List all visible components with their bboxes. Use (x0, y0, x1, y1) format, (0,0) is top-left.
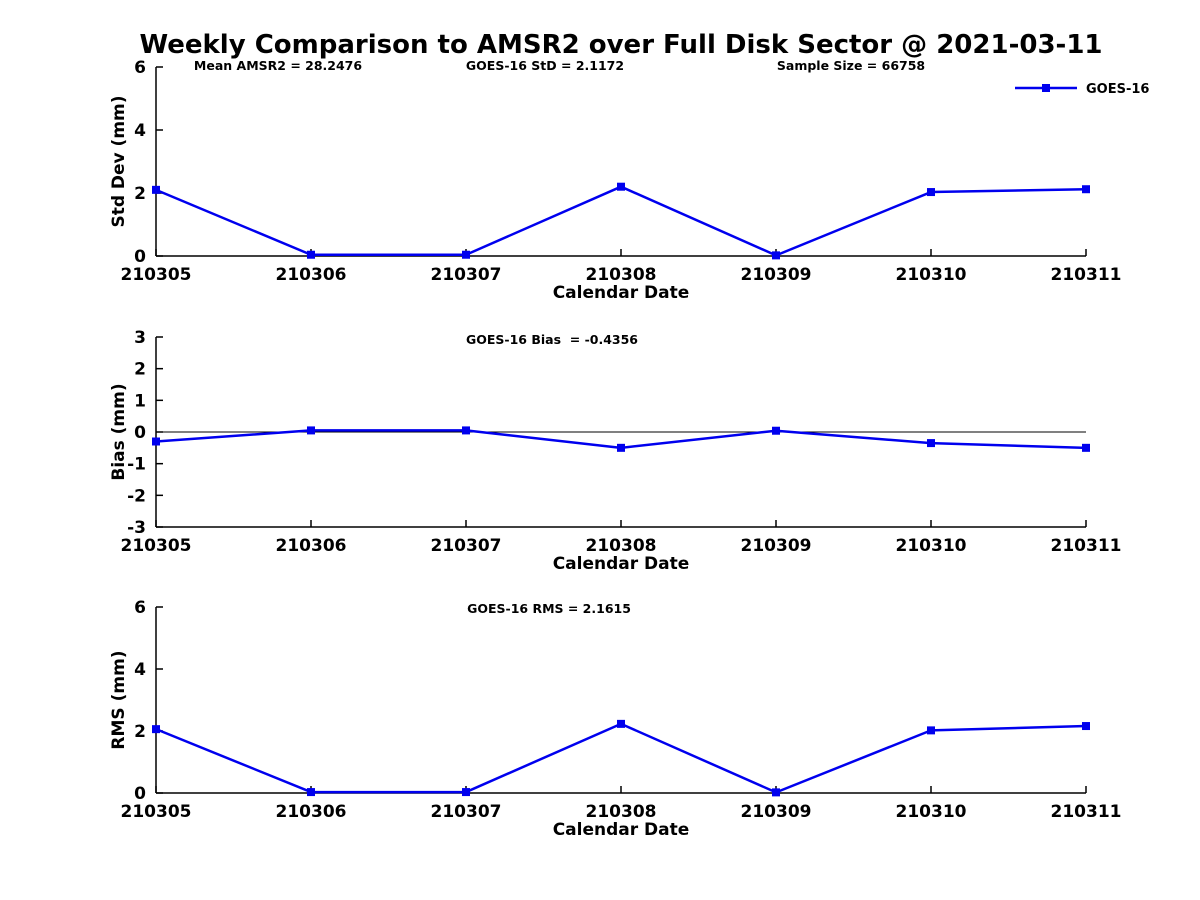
data-point-marker (1082, 185, 1090, 194)
y-tick-label: 0 (134, 423, 146, 443)
data-point-marker (927, 726, 935, 735)
y-axis-label: RMS (mm) (109, 650, 129, 749)
series-line (155, 722, 1087, 794)
data-point-marker (927, 188, 935, 197)
data-point-marker (617, 719, 625, 728)
data-point-marker (307, 788, 315, 797)
data-point-marker (152, 725, 160, 734)
data-point-marker (772, 426, 780, 435)
y-axis-label: Std Dev (mm) (109, 95, 129, 227)
annotation: GOES-16 StD = 2.1172 (466, 58, 624, 73)
annotation: Mean AMSR2 = 28.2476 (194, 58, 362, 73)
y-tick-label: -3 (127, 518, 146, 538)
x-tick-label: 210309 (741, 802, 812, 822)
data-point-marker (462, 250, 470, 259)
data-point-marker (1082, 722, 1090, 731)
y-tick-label: 6 (134, 58, 146, 78)
x-tick-label: 210310 (896, 802, 967, 822)
x-tick-label: 210305 (121, 536, 192, 556)
data-point-marker (307, 250, 315, 259)
x-tick-label: 210308 (586, 536, 657, 556)
legend: GOES-16 (1015, 82, 1149, 97)
legend-label: GOES-16 (1086, 82, 1149, 97)
std-dev-plot: 0 2 4 6 210305 210306 210307 210308 210309 210310… (109, 58, 1149, 303)
rms-plot: 0 2 4 6 210305 210306 210307 210308 210309 210310… (109, 598, 1121, 840)
y-tick-label: -1 (127, 455, 146, 475)
legend-marker (1042, 84, 1050, 92)
y-tick-label: 0 (134, 784, 146, 804)
x-tick-label: 210306 (276, 802, 347, 822)
x-tick-label: 210311 (1051, 802, 1122, 822)
data-point-marker (462, 788, 470, 797)
x-tick-label: 210309 (741, 536, 812, 556)
x-tick-label: 210310 (896, 536, 967, 556)
x-tick-label: 210311 (1051, 265, 1122, 285)
data-point-marker (152, 185, 160, 194)
x-tick-label: 210307 (431, 265, 502, 285)
annotation: GOES-16 RMS = 2.1615 (467, 601, 631, 616)
y-tick-label: 2 (134, 722, 146, 742)
y-tick-label: 0 (134, 247, 146, 267)
data-point-marker (772, 251, 780, 260)
x-axis-label: Calendar Date (553, 283, 690, 303)
data-point-marker (617, 443, 625, 452)
x-tick-label: 210305 (121, 802, 192, 822)
data-point-marker (462, 426, 470, 435)
x-tick-label: 210310 (896, 265, 967, 285)
annotation: GOES-16 Bias = -0.4356 (466, 332, 638, 347)
x-tick-label: 210308 (586, 802, 657, 822)
annotation: Sample Size = 66758 (777, 58, 925, 73)
x-axis-label: Calendar Date (553, 820, 690, 840)
x-axis-label: Calendar Date (553, 554, 690, 574)
y-tick-label: 2 (134, 184, 146, 204)
y-tick-label: 3 (134, 328, 146, 348)
data-point-marker (617, 182, 625, 191)
x-tick-label: 210306 (276, 265, 347, 285)
x-tick-label: 210305 (121, 265, 192, 285)
y-tick-label: -2 (127, 486, 146, 506)
y-tick-label: 4 (134, 121, 146, 141)
bias-plot: -3 -2 -1 0 1 2 3 210305 210306 210307 210308 210309… (109, 328, 1121, 574)
data-point-marker (927, 439, 935, 448)
x-tick-label: 210309 (741, 265, 812, 285)
x-tick-label: 210307 (431, 802, 502, 822)
y-tick-label: 2 (134, 360, 146, 380)
y-tick-label: 4 (134, 660, 146, 680)
data-point-marker (1082, 443, 1090, 452)
x-tick-label: 210306 (276, 536, 347, 556)
data-point-marker (307, 426, 315, 435)
x-tick-label: 210308 (586, 265, 657, 285)
y-tick-label: 6 (134, 598, 146, 618)
data-point-marker (772, 788, 780, 797)
series-line (155, 185, 1087, 257)
y-tick-label: 1 (134, 391, 146, 411)
y-axis-label: Bias (mm) (109, 383, 129, 480)
page-title: Weekly Comparison to AMSR2 over Full Dis… (139, 30, 1102, 60)
x-tick-label: 210311 (1051, 536, 1122, 556)
data-point-marker (152, 437, 160, 446)
x-tick-label: 210307 (431, 536, 502, 556)
